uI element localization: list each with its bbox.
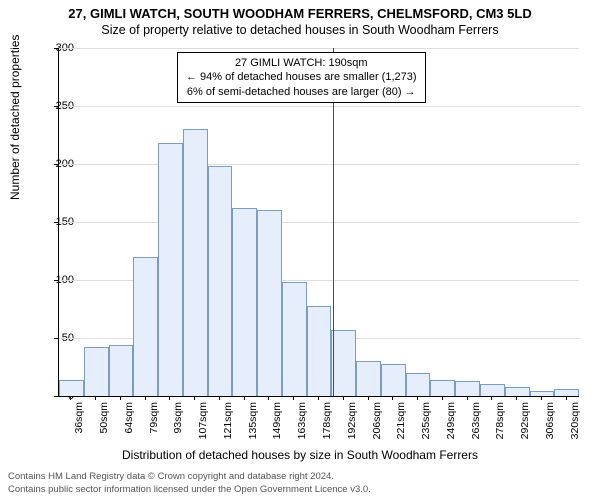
histogram-bar xyxy=(307,306,332,396)
xtick-label: 206sqm xyxy=(371,402,383,452)
xtick-mark xyxy=(194,396,195,400)
xtick-mark xyxy=(293,396,294,400)
histogram-bar xyxy=(331,330,356,396)
annotation-box: 27 GIMLI WATCH: 190sqm ← 94% of detached… xyxy=(177,52,426,103)
histogram-bar xyxy=(208,166,233,396)
xtick-mark xyxy=(120,396,121,400)
histogram-bar xyxy=(183,129,208,396)
xtick-label: 292sqm xyxy=(519,402,531,452)
xtick-mark xyxy=(244,396,245,400)
xtick-mark xyxy=(516,396,517,400)
xtick-mark xyxy=(417,396,418,400)
chart-title: 27, GIMLI WATCH, SOUTH WOODHAM FERRERS, … xyxy=(0,0,600,21)
xtick-label: 221sqm xyxy=(395,402,407,452)
xtick-label: 278sqm xyxy=(494,402,506,452)
y-axis-label: Number of detached properties xyxy=(8,35,22,200)
xtick-label: 192sqm xyxy=(346,402,358,452)
footer-line2: Contains public sector information licen… xyxy=(8,484,371,496)
xtick-label: 135sqm xyxy=(247,402,259,452)
histogram-bar xyxy=(406,373,431,396)
xtick-mark xyxy=(343,396,344,400)
xtick-mark xyxy=(368,396,369,400)
xtick-label: 149sqm xyxy=(271,402,283,452)
xtick-label: 163sqm xyxy=(296,402,308,452)
xtick-mark xyxy=(219,396,220,400)
xtick-mark xyxy=(491,396,492,400)
histogram-bar xyxy=(84,347,109,396)
xtick-mark xyxy=(268,396,269,400)
xtick-label: 178sqm xyxy=(321,402,333,452)
xtick-mark xyxy=(169,396,170,400)
histogram-bar xyxy=(381,364,406,396)
xtick-label: 235sqm xyxy=(420,402,432,452)
histogram-bar xyxy=(356,361,381,396)
histogram-bar xyxy=(282,282,307,396)
x-axis-label: Distribution of detached houses by size … xyxy=(0,448,600,462)
xtick-mark xyxy=(145,396,146,400)
histogram-bar xyxy=(257,210,282,396)
xtick-label: 79sqm xyxy=(148,402,160,452)
xtick-mark xyxy=(541,396,542,400)
histogram-bar xyxy=(505,387,530,396)
xtick-label: 306sqm xyxy=(544,402,556,452)
xtick-label: 107sqm xyxy=(197,402,209,452)
xtick-mark xyxy=(566,396,567,400)
histogram-bar xyxy=(109,345,134,396)
xtick-mark xyxy=(392,396,393,400)
xtick-label: 320sqm xyxy=(569,402,581,452)
histogram-bar xyxy=(158,143,183,396)
annotation-line3: 6% of semi-detached houses are larger (8… xyxy=(186,85,417,99)
histogram-bar xyxy=(430,380,455,396)
xtick-mark xyxy=(318,396,319,400)
xtick-label: 36sqm xyxy=(73,402,85,452)
xtick-label: 263sqm xyxy=(470,402,482,452)
histogram-bar xyxy=(133,257,158,396)
plot-area: 27 GIMLI WATCH: 190sqm ← 94% of detached… xyxy=(58,48,579,397)
xtick-label: 121sqm xyxy=(222,402,234,452)
annotation-line2: ← 94% of detached houses are smaller (1,… xyxy=(186,70,417,84)
histogram-bar xyxy=(480,384,505,396)
histogram-bar xyxy=(554,389,579,396)
chart-container: 27, GIMLI WATCH, SOUTH WOODHAM FERRERS, … xyxy=(0,0,600,500)
histogram-bar xyxy=(232,208,257,396)
xtick-label: 249sqm xyxy=(445,402,457,452)
histogram-bar xyxy=(530,391,555,396)
xtick-label: 93sqm xyxy=(172,402,184,452)
footer-line1: Contains HM Land Registry data © Crown c… xyxy=(8,471,371,483)
histogram-bar xyxy=(59,380,84,396)
footer-text: Contains HM Land Registry data © Crown c… xyxy=(8,471,371,496)
xtick-mark xyxy=(467,396,468,400)
chart-subtitle: Size of property relative to detached ho… xyxy=(0,21,600,37)
xtick-mark xyxy=(442,396,443,400)
xtick-label: 64sqm xyxy=(123,402,135,452)
xtick-label: 50sqm xyxy=(98,402,110,452)
xtick-mark xyxy=(95,396,96,400)
xtick-mark xyxy=(70,396,71,400)
annotation-line1: 27 GIMLI WATCH: 190sqm xyxy=(186,56,417,70)
histogram-bar xyxy=(455,381,480,396)
